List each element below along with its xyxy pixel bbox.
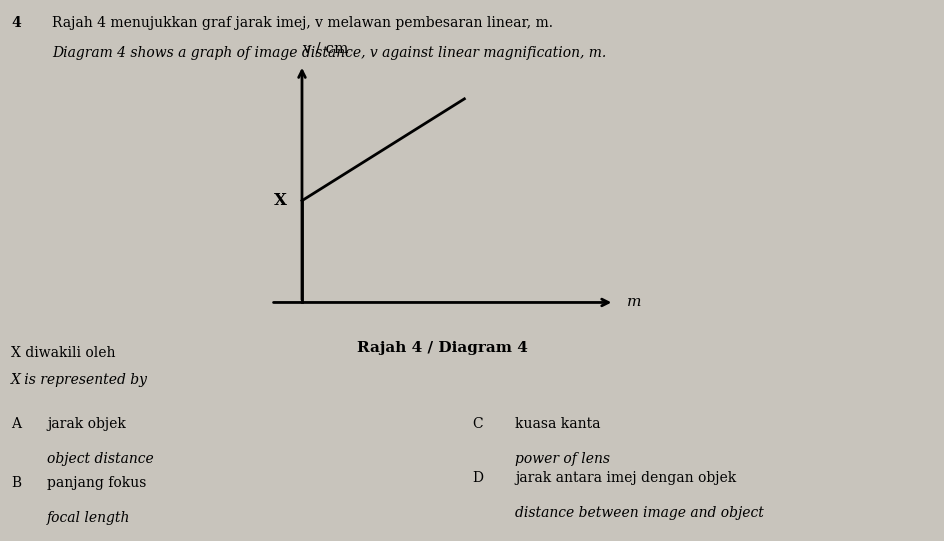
Text: kuasa kanta: kuasa kanta xyxy=(514,417,599,431)
Text: distance between image and object: distance between image and object xyxy=(514,506,763,520)
Text: X is represented by: X is represented by xyxy=(11,373,148,387)
Text: A: A xyxy=(11,417,22,431)
Text: jarak antara imej dengan objek: jarak antara imej dengan objek xyxy=(514,471,735,485)
Text: power of lens: power of lens xyxy=(514,452,610,466)
Text: m: m xyxy=(626,295,641,309)
Text: panjang fokus: panjang fokus xyxy=(47,476,146,490)
Text: D: D xyxy=(472,471,483,485)
Text: C: C xyxy=(472,417,482,431)
Text: object distance: object distance xyxy=(47,452,154,466)
Text: jarak objek: jarak objek xyxy=(47,417,126,431)
Text: 4: 4 xyxy=(11,16,21,30)
Text: X: X xyxy=(273,192,286,209)
Text: B: B xyxy=(11,476,22,490)
Text: Diagram 4 shows a graph of image distance, v against linear magnification, m.: Diagram 4 shows a graph of image distanc… xyxy=(52,46,606,60)
Text: v / cm: v / cm xyxy=(302,42,348,56)
Text: Rajah 4 / Diagram 4: Rajah 4 / Diagram 4 xyxy=(357,341,528,355)
Text: Rajah 4 menujukkan graf jarak imej, v melawan pembesaran linear, m.: Rajah 4 menujukkan graf jarak imej, v me… xyxy=(52,16,552,30)
Text: focal length: focal length xyxy=(47,511,130,525)
Text: X diwakili oleh: X diwakili oleh xyxy=(11,346,116,360)
